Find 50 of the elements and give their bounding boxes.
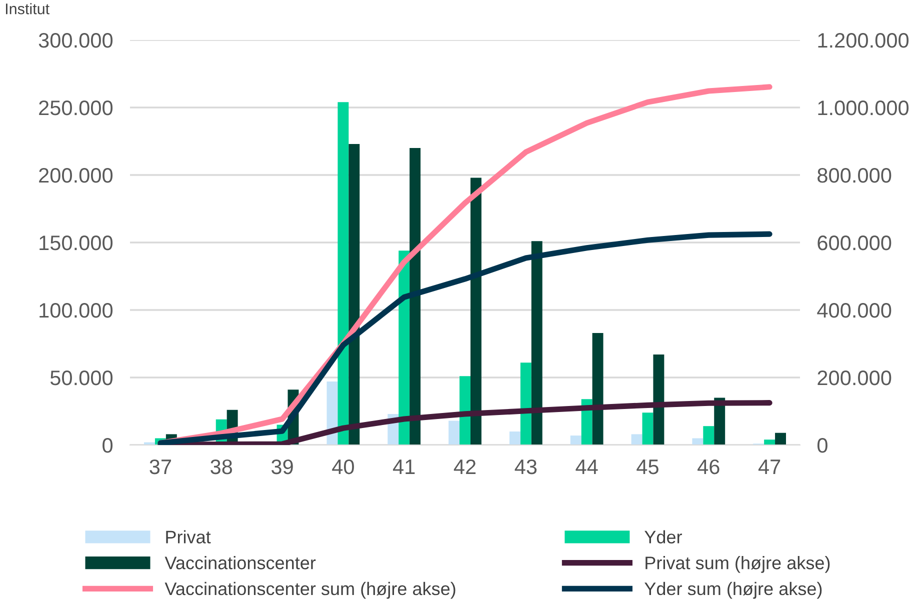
y2-tick-label: 800.000 bbox=[818, 168, 892, 183]
x-tick-label: 41 bbox=[392, 460, 415, 474]
x-tick-label: 46 bbox=[698, 459, 720, 474]
bar bbox=[531, 241, 542, 445]
bar bbox=[460, 376, 470, 445]
bar bbox=[592, 332, 604, 445]
y2-tick-label: 0 bbox=[817, 438, 828, 453]
y-tick-label: 300.000 bbox=[38, 33, 113, 48]
x-tick-label: 45 bbox=[636, 460, 658, 474]
x-tick-label: 39 bbox=[271, 459, 293, 474]
bar bbox=[326, 382, 338, 445]
x-tick-label: 38 bbox=[210, 459, 232, 474]
y-tick-label: 100.000 bbox=[40, 303, 113, 318]
y2-tick-label: 600.000 bbox=[818, 236, 892, 250]
x-tick-label: 47 bbox=[758, 460, 780, 474]
legend-label: Yder sum (højre akse) bbox=[644, 582, 822, 599]
bar bbox=[775, 432, 786, 445]
bar bbox=[338, 102, 349, 445]
legend-label: Vaccinationscenter bbox=[164, 556, 316, 570]
y2-tick-label: 400.000 bbox=[817, 303, 892, 318]
x-tick-label: 42 bbox=[454, 459, 476, 474]
bar bbox=[570, 436, 582, 445]
x-tick-label: 37 bbox=[150, 459, 171, 474]
x-tick-label: 40 bbox=[332, 459, 354, 474]
bar bbox=[653, 354, 664, 445]
legend-label: Privat sum (højre akse) bbox=[646, 556, 830, 573]
legend-label: Yder bbox=[644, 530, 682, 544]
bar bbox=[703, 426, 714, 445]
bar bbox=[348, 144, 360, 445]
text: Institut bbox=[6, 3, 50, 14]
y2-tick-label: 1.200.000 bbox=[818, 33, 909, 48]
bar bbox=[470, 178, 482, 445]
bar bbox=[631, 434, 642, 445]
bar bbox=[410, 148, 421, 445]
legend-label: Privat bbox=[166, 530, 211, 544]
legend-label: Vaccinationscenter sum (højre akse) bbox=[164, 582, 456, 599]
x-tick-label: 44 bbox=[576, 460, 598, 474]
bar bbox=[448, 420, 460, 445]
bar bbox=[509, 432, 520, 445]
y-tick-label: 200.000 bbox=[39, 168, 113, 183]
bar bbox=[764, 440, 776, 445]
x-tick-label: 43 bbox=[514, 459, 537, 474]
y-tick-label: 0 bbox=[102, 438, 113, 453]
y-tick-label: 250.000 bbox=[39, 100, 113, 116]
y-tick-label: 150.000 bbox=[40, 236, 113, 250]
bar bbox=[520, 362, 532, 445]
bar bbox=[642, 412, 654, 445]
y-tick-label: 50.000 bbox=[50, 370, 113, 386]
y2-tick-label: 200.000 bbox=[818, 370, 892, 386]
y2-tick-label: 1.000.000 bbox=[818, 100, 909, 116]
